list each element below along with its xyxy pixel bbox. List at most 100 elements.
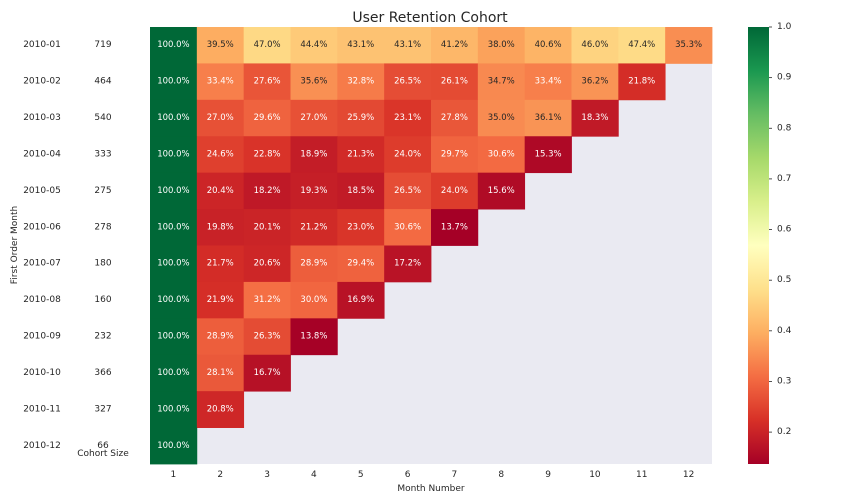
cell-value-label: 18.2% — [254, 186, 281, 196]
cohort-size-value: 160 — [94, 295, 111, 305]
column-tick-label: 9 — [545, 470, 551, 480]
column-tick-label: 4 — [311, 470, 317, 480]
heatmap-cell — [150, 318, 198, 356]
heatmap-cell — [243, 99, 291, 137]
heatmap-cell — [665, 27, 713, 64]
column-tick-label: 11 — [636, 470, 647, 480]
heatmap-cell — [431, 136, 479, 174]
cell-value-label: 44.4% — [300, 40, 327, 50]
colorbar-tick-label: 0.2 — [777, 427, 791, 437]
heatmap-cell — [243, 136, 291, 174]
cell-value-label: 21.9% — [207, 295, 234, 305]
heatmap-cell — [477, 172, 526, 210]
colorbar-tick-label: 0.4 — [777, 326, 792, 336]
row-month-label: 2010-12 — [23, 441, 61, 451]
cell-value-label: 46.0% — [581, 40, 608, 50]
cell-value-label: 18.9% — [300, 149, 327, 159]
column-tick-label: 2 — [217, 470, 223, 480]
cell-value-label: 19.8% — [207, 222, 234, 232]
column-tick-label: 7 — [452, 470, 458, 480]
column-tick-label: 1 — [171, 470, 177, 480]
cell-value-label: 23.0% — [347, 222, 374, 232]
cell-value-label: 100.0% — [157, 259, 189, 269]
cohort-size-value: 366 — [94, 368, 111, 378]
cell-value-label: 100.0% — [157, 332, 189, 342]
cell-value-label: 18.5% — [347, 186, 374, 196]
colorbar-tick-label: 0.8 — [777, 123, 792, 133]
x-axis-label: Month Number — [397, 484, 465, 494]
heatmap-cell — [477, 27, 526, 64]
heatmap-cell — [337, 136, 385, 174]
heatmap-cell — [477, 63, 526, 101]
colorbar: 0.2 0.3 0.4 0.5 0.6 0.7 0.8 0.9 1.0 — [748, 22, 792, 464]
column-tick-label: 6 — [405, 470, 411, 480]
cell-value-label: 15.6% — [488, 186, 515, 196]
heatmap-cell — [337, 27, 385, 64]
cell-value-label: 26.3% — [254, 332, 281, 342]
heatmap-cell — [618, 27, 666, 64]
cell-value-label: 26.5% — [394, 77, 421, 87]
cell-value-label: 29.4% — [347, 259, 374, 269]
heatmap-cell — [431, 27, 479, 64]
cohort-size-value: 333 — [94, 149, 111, 159]
heatmap-cell — [243, 209, 291, 246]
heatmap-cell — [384, 99, 432, 137]
heatmap-cell — [243, 245, 291, 283]
cell-value-label: 13.7% — [441, 222, 468, 232]
cell-value-label: 24.6% — [207, 149, 234, 159]
column-tick-label: 3 — [264, 470, 270, 480]
cell-value-label: 27.8% — [441, 113, 468, 123]
cell-value-label: 21.8% — [628, 77, 655, 87]
column-tick-label: 5 — [358, 470, 364, 480]
cell-value-label: 43.1% — [394, 40, 421, 50]
heatmap-cell — [290, 63, 338, 101]
heatmap-cell — [290, 245, 338, 283]
cell-value-label: 31.2% — [254, 295, 281, 305]
cell-value-label: 21.2% — [300, 222, 327, 232]
cell-value-label: 27.6% — [254, 77, 281, 87]
heatmap-cell — [524, 27, 572, 64]
heatmap-cell — [571, 99, 619, 137]
cell-value-label: 28.1% — [207, 368, 234, 378]
heatmap-cell — [477, 136, 526, 174]
cell-value-label: 47.4% — [628, 40, 655, 50]
cell-value-label: 17.2% — [394, 259, 421, 269]
heatmap-cell — [150, 354, 198, 392]
heatmap-cell — [150, 281, 198, 319]
row-month-label: 2010-02 — [23, 77, 61, 87]
cell-value-label: 39.5% — [207, 40, 234, 50]
heatmap-cell — [150, 27, 198, 64]
colorbar-tick-label: 0.9 — [777, 73, 792, 83]
heatmap-cell — [196, 391, 245, 428]
cell-value-label: 23.1% — [394, 113, 421, 123]
cell-value-label: 18.3% — [581, 113, 608, 123]
heatmap-cell — [337, 172, 385, 210]
cell-value-label: 100.0% — [157, 40, 189, 50]
cell-value-label: 27.0% — [207, 113, 234, 123]
cell-value-label: 100.0% — [157, 77, 189, 87]
heatmap-cell — [290, 27, 338, 64]
cell-value-label: 25.9% — [347, 113, 374, 123]
row-month-label: 2010-07 — [23, 259, 61, 269]
chart-title: User Retention Cohort — [352, 10, 508, 26]
cell-value-label: 20.4% — [207, 186, 234, 196]
colorbar-tick-label: 0.7 — [777, 174, 791, 184]
colorbar-tick-label: 0.3 — [777, 376, 791, 386]
cell-value-label: 28.9% — [207, 332, 234, 342]
heatmap-cell — [243, 63, 291, 101]
row-month-label: 2010-08 — [23, 295, 61, 305]
cell-value-label: 100.0% — [157, 295, 189, 305]
heatmap-cell — [477, 99, 526, 137]
cohort-size-value: 232 — [94, 332, 111, 342]
heatmap-cell — [243, 354, 291, 392]
cell-value-label: 19.3% — [300, 186, 327, 196]
heatmap-cell — [431, 172, 479, 210]
row-month-label: 2010-06 — [23, 222, 61, 232]
cell-value-label: 15.3% — [535, 149, 562, 159]
row-month-label: 2010-11 — [23, 404, 61, 414]
heatmap-cell — [431, 209, 479, 246]
heatmap-cell — [290, 281, 338, 319]
heatmap-cell — [196, 245, 245, 283]
row-month-label: 2010-04 — [23, 149, 61, 159]
